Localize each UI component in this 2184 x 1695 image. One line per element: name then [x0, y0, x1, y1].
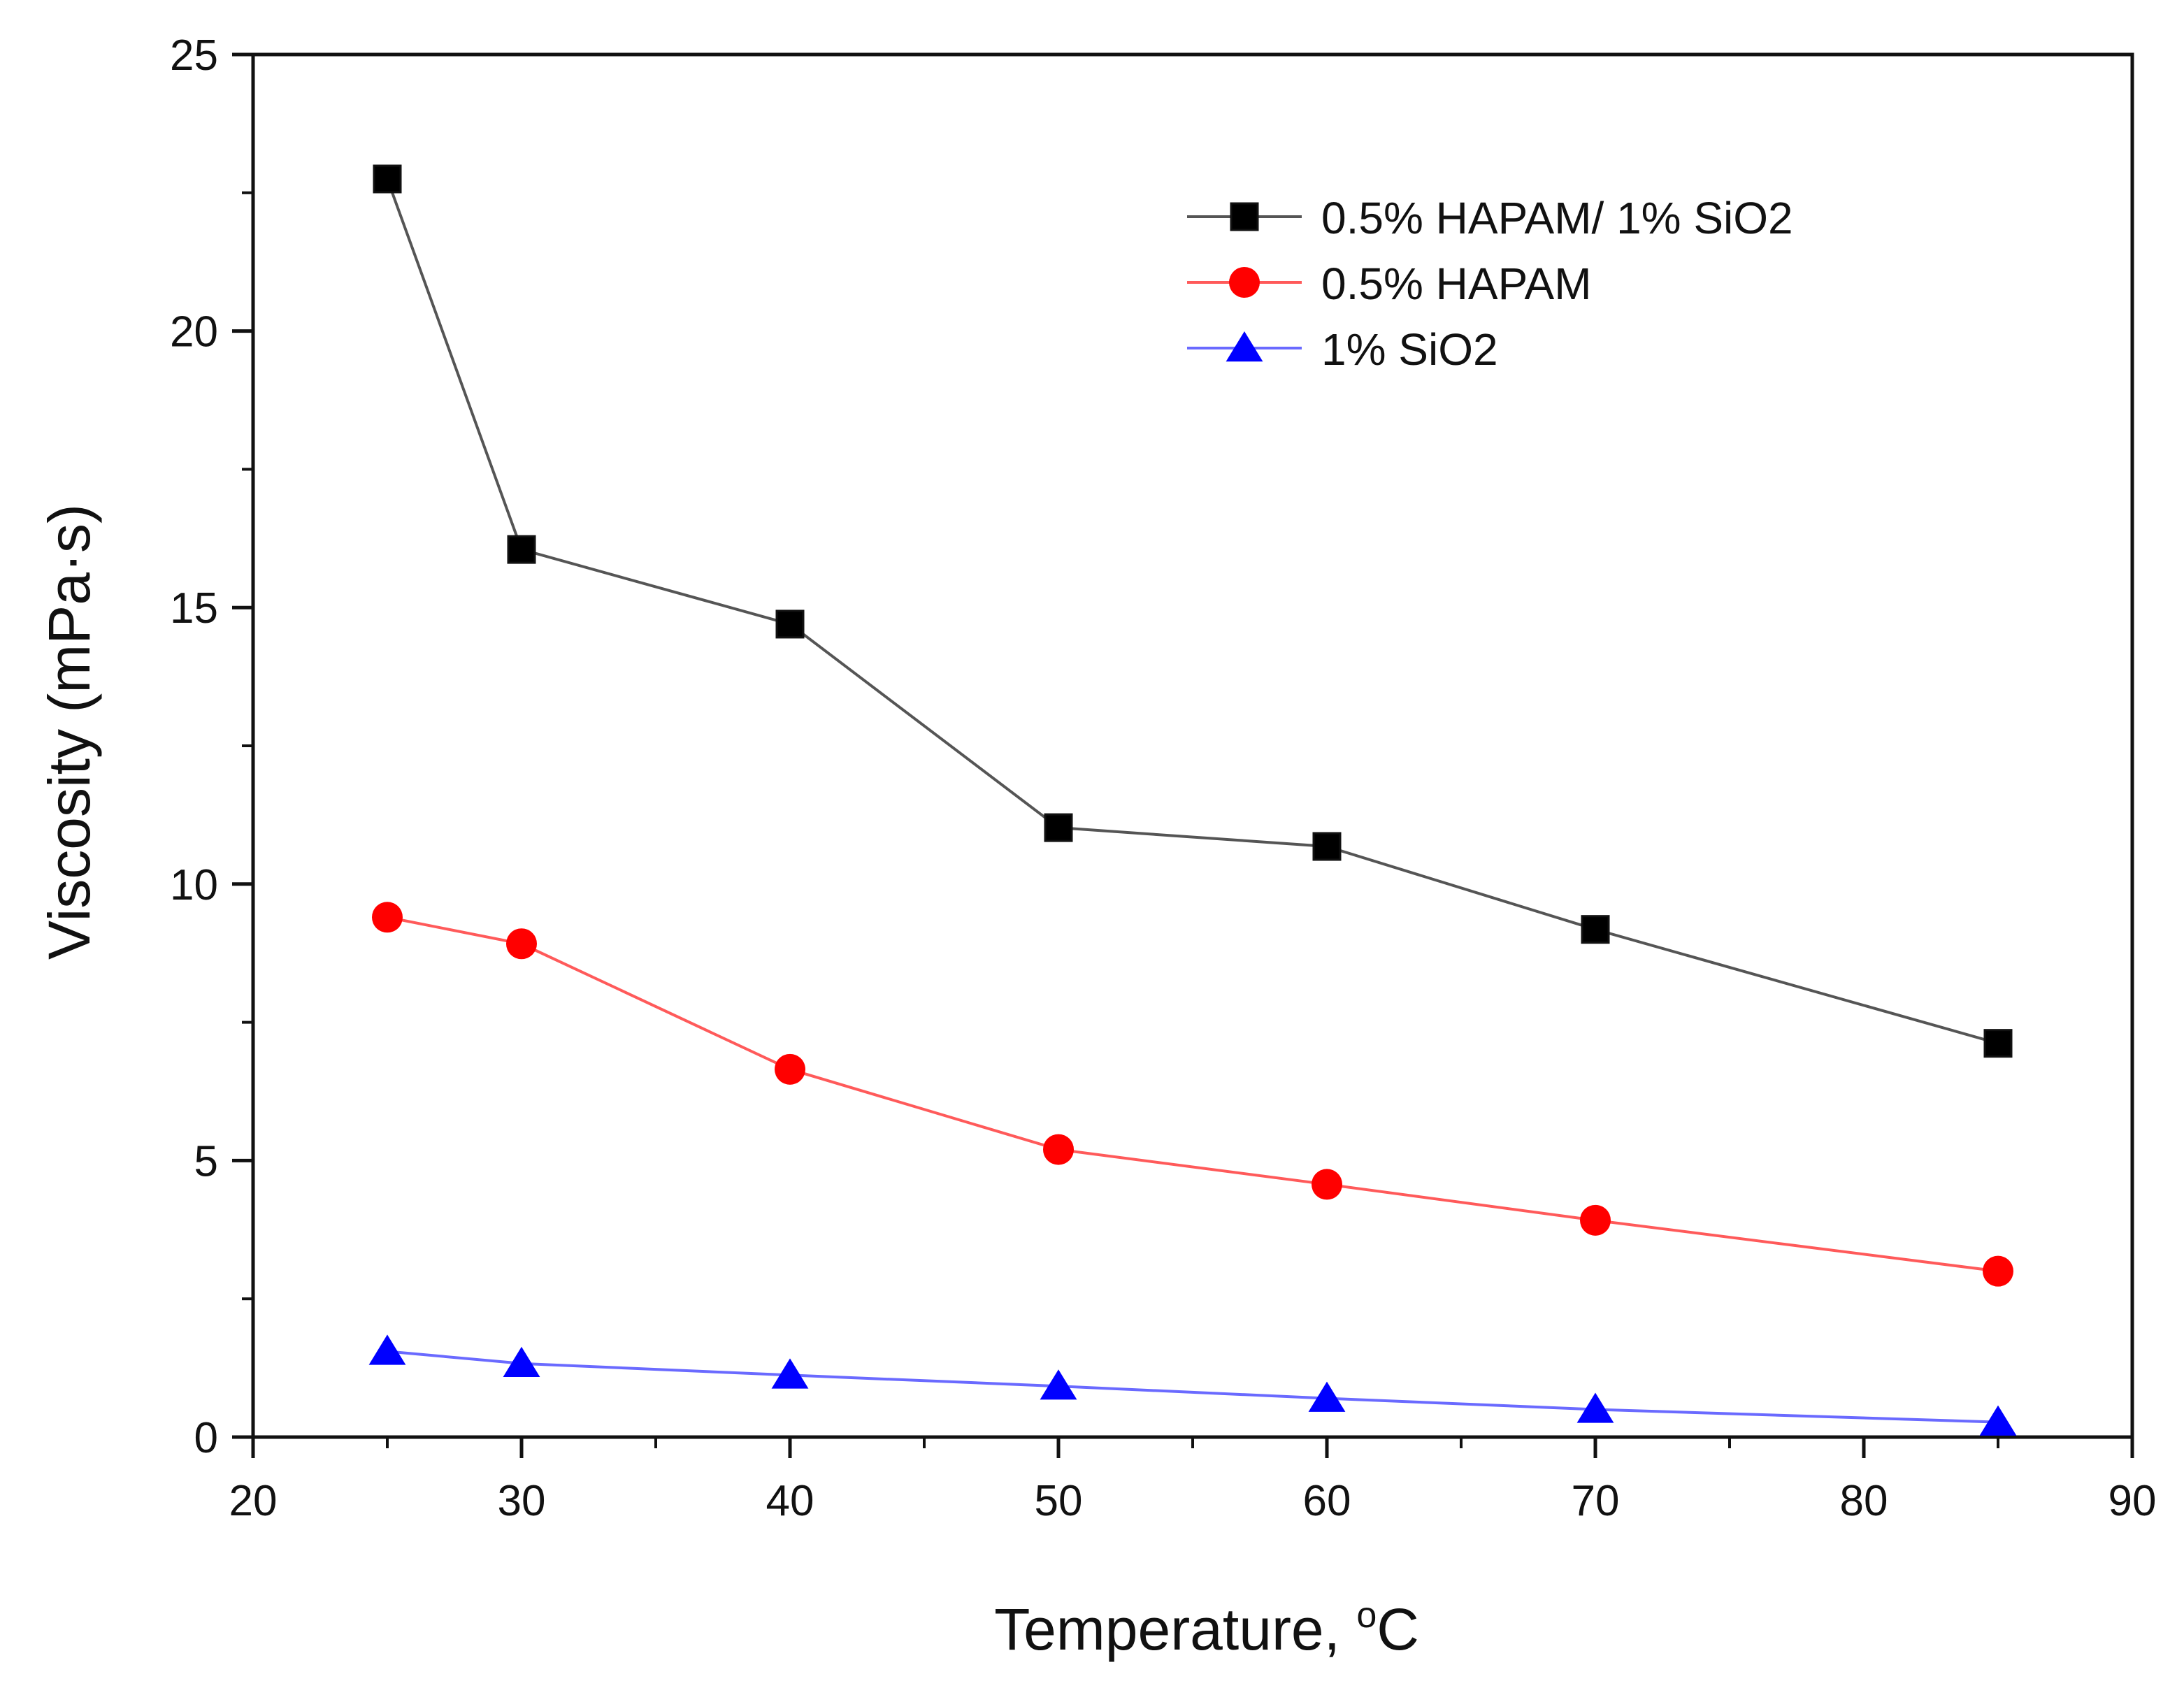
legend-label: 1% SiO2 [1321, 324, 1498, 375]
x-tick-label: 70 [1572, 1477, 1620, 1525]
x-axis-title-text: Temperature, [994, 1596, 1356, 1662]
x-axis-title: Temperature, oC [994, 1595, 1419, 1662]
x-tick-label: 20 [229, 1477, 278, 1525]
series-line-1 [386, 178, 1999, 1045]
data-point-series-1 [775, 610, 805, 639]
data-point-series-2 [1043, 1134, 1074, 1165]
data-point-series-1 [507, 535, 536, 564]
data-point-series-1 [1983, 1029, 2013, 1058]
x-tick-label: 40 [766, 1477, 814, 1525]
x-tick-label: 80 [1840, 1477, 1888, 1525]
data-point-series-3 [1576, 1392, 1614, 1423]
x-tick-label: 90 [2108, 1477, 2157, 1525]
x-tick-label: 60 [1303, 1477, 1351, 1525]
legend-marker [1229, 267, 1260, 298]
series-lines [386, 178, 1999, 1424]
x-axis-title-unit-sup: o [1356, 1595, 1377, 1636]
series-line-3 [387, 1350, 1999, 1424]
series-markers [368, 164, 2017, 1436]
legend-label: 0.5% HAPAM/ 1% SiO2 [1321, 193, 1793, 243]
y-tick-label: 5 [194, 1137, 218, 1185]
legend-label: 0.5% HAPAM [1321, 259, 1592, 309]
x-axis-title-unit: C [1377, 1596, 1419, 1662]
y-axis-title: Viscosity (mPa·s) [36, 504, 102, 960]
data-point-series-3 [1979, 1405, 2017, 1436]
data-point-series-1 [1044, 813, 1073, 842]
y-tick-label: 20 [170, 308, 218, 356]
data-point-series-3 [503, 1346, 540, 1377]
y-tick-label: 25 [170, 31, 218, 80]
y-tick-label: 0 [194, 1414, 218, 1462]
data-point-series-2 [1312, 1169, 1342, 1200]
data-point-series-1 [1581, 915, 1610, 944]
y-tick-label: 10 [170, 861, 218, 909]
legend-marker [1226, 331, 1263, 362]
legend: 0.5% HAPAM/ 1% SiO2 0.5% HAPAM 1% SiO2 [1187, 193, 1793, 375]
plot-area [251, 52, 2134, 1439]
series-line-2 [387, 916, 1999, 1273]
legend-marker [1230, 202, 1259, 231]
data-point-series-2 [1983, 1255, 2013, 1287]
y-tick-label: 15 [170, 584, 218, 633]
data-point-series-3 [368, 1334, 406, 1365]
data-point-series-1 [373, 164, 402, 194]
data-point-series-2 [506, 928, 537, 960]
data-point-series-2 [775, 1053, 805, 1085]
data-point-series-2 [1580, 1204, 1611, 1236]
y-axis: 0 5 10 15 20 25 [170, 31, 253, 1462]
data-point-series-1 [1312, 832, 1342, 861]
x-tick-label: 50 [1035, 1477, 1083, 1525]
x-tick-label: 30 [498, 1477, 546, 1525]
data-point-series-3 [771, 1358, 809, 1389]
data-point-series-2 [372, 902, 403, 933]
x-axis: 20 30 40 50 60 70 80 90 [229, 1437, 2157, 1525]
data-point-series-3 [1040, 1369, 1077, 1400]
data-point-series-3 [1308, 1381, 1346, 1412]
